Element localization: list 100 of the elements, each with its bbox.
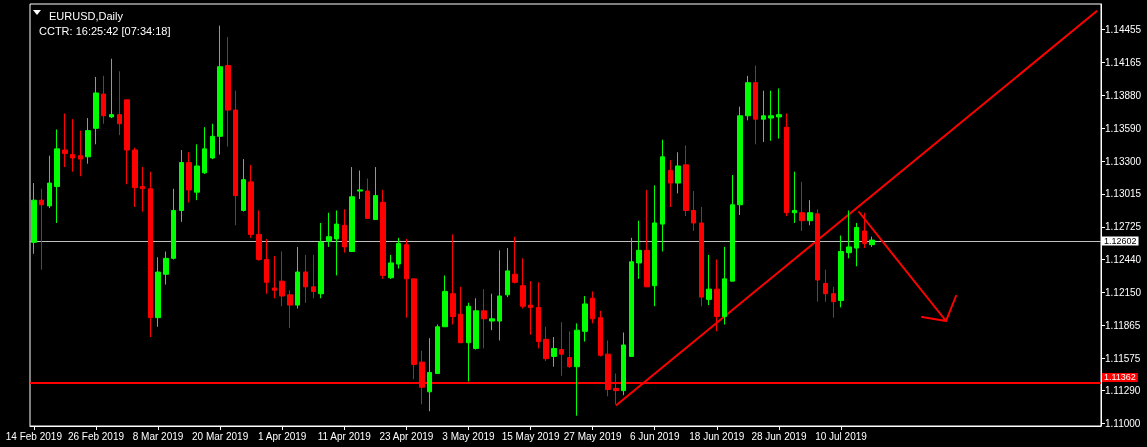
x-tick-label: 3 May 2019: [442, 430, 496, 442]
candlestick: [629, 237, 634, 357]
y-tick-label: 1.14165: [1105, 57, 1142, 69]
candlestick: [241, 158, 246, 213]
candlestick: [272, 255, 277, 299]
candlestick: [536, 281, 541, 349]
candlestick: [311, 254, 316, 299]
candlestick: [590, 290, 595, 324]
candlestick: [714, 258, 720, 332]
candlestick: [163, 251, 169, 286]
candlestick: [551, 336, 557, 368]
candlestick: [70, 118, 75, 173]
candlestick: [846, 209, 852, 259]
candlestick: [194, 143, 200, 201]
candlestick: [140, 166, 145, 213]
candlestick: [47, 155, 52, 209]
candlestick: [854, 222, 859, 267]
candlestick: [567, 330, 572, 369]
candlestick: [699, 206, 704, 307]
candlestick: [784, 112, 789, 217]
candlestick: [404, 238, 409, 319]
candlestick: [582, 295, 588, 343]
y-tick-label: 1.13880: [1105, 89, 1142, 101]
candlestick: [799, 181, 805, 232]
text: EURUSD,Daily: [49, 9, 124, 22]
x-tick-label: 27 May 2019: [563, 430, 622, 442]
y-tick-label: 1.11575: [1105, 352, 1141, 364]
candlestick: [225, 36, 231, 148]
candlestick: [132, 147, 138, 208]
candlestick: [621, 331, 626, 396]
candlestick: [326, 212, 332, 248]
x-tick-label: 26 Feb 2019: [67, 430, 125, 442]
candlestick: [365, 178, 370, 219]
candlestick: [807, 199, 813, 226]
candlestick: [295, 246, 300, 310]
candlestick: [210, 123, 215, 160]
candlestick: [497, 249, 502, 341]
x-tick-label: 1 Apr 2019: [258, 430, 307, 442]
candlestick: [117, 70, 122, 136]
candlestick: [279, 251, 285, 307]
candlestick: [792, 171, 797, 224]
candlestick: [148, 171, 153, 338]
candlestick: [512, 236, 518, 284]
candlestick: [683, 144, 689, 217]
candlestick: [349, 166, 355, 252]
candlestick: [838, 235, 844, 308]
candlestick: [202, 126, 207, 175]
candlestick: [815, 208, 820, 303]
candlestick: [528, 280, 533, 336]
candlestick: [54, 128, 60, 224]
candlestick: [862, 212, 867, 249]
candlestick: [334, 209, 339, 276]
ref-line-label: 1.12602: [1104, 236, 1137, 246]
x-tick-label: 28 Jun 2019: [751, 430, 807, 442]
candlestick: [179, 149, 184, 223]
candlestick: [473, 297, 479, 351]
y-tick-label: 1.11290: [1105, 385, 1141, 397]
y-tick-label: 1.12150: [1105, 287, 1142, 299]
y-tick-label: 1.13015: [1105, 188, 1142, 200]
candlestick: [450, 233, 456, 325]
candlestick: [171, 188, 176, 260]
candlestick: [823, 269, 828, 303]
text: CCTR: 16:25:42 [07:34:18]: [39, 24, 171, 37]
candlestick: [388, 254, 394, 280]
candlestick: [411, 278, 417, 380]
candlestick: [660, 139, 665, 252]
candlestick: [357, 170, 363, 200]
candlestick: [109, 58, 114, 119]
candlestick: [248, 164, 254, 239]
x-tick-label: 15 May 2019: [501, 430, 560, 442]
candlestick: [691, 190, 696, 232]
candlestick: [559, 321, 564, 377]
candlestick: [737, 106, 743, 216]
x-tick-label: 18 Jun 2019: [689, 430, 745, 442]
y-tick-label: 1.11865: [1105, 319, 1141, 331]
candlestick: [505, 247, 510, 298]
x-tick-label: 14 Feb 2019: [5, 430, 63, 442]
candlestick: [39, 188, 44, 271]
candlestick: [706, 254, 712, 306]
candlestick: [761, 90, 766, 143]
candlestick: [466, 302, 471, 383]
y-tick-label: 1.12725: [1105, 221, 1142, 233]
candlestick: [233, 90, 238, 226]
candlestick: [342, 208, 347, 254]
x-tick-label: 8 Mar 2019: [132, 430, 184, 442]
candlestick: [869, 236, 875, 248]
candlestick: [78, 130, 83, 177]
candlestick: [396, 237, 401, 270]
candlestick: [85, 117, 91, 165]
candlestick: [380, 189, 386, 280]
candlestick: [217, 25, 223, 156]
y-tick-label: 1.12440: [1105, 253, 1142, 265]
candlestick: [303, 254, 308, 304]
candlestick: [62, 112, 68, 168]
x-tick-label: 10 Jul 2019: [815, 430, 868, 442]
candlestick: [287, 289, 293, 329]
candlestick: [574, 322, 580, 417]
candlestick: [831, 286, 836, 319]
candlestick: [668, 159, 673, 208]
candlestick: [442, 274, 448, 328]
